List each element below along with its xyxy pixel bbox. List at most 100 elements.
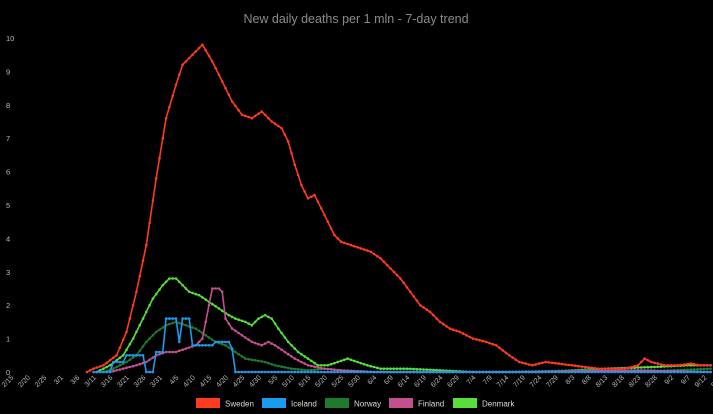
- data-point: [663, 370, 666, 374]
- data-point: [607, 367, 610, 371]
- data-point: [356, 246, 359, 249]
- data-point: [293, 367, 297, 371]
- data-point: [220, 80, 224, 83]
- data-point: [263, 313, 267, 317]
- data-point: [395, 370, 399, 374]
- legend-item-denmark[interactable]: Denmark: [453, 398, 515, 409]
- data-point: [161, 283, 165, 287]
- data-point: [161, 350, 165, 354]
- x-tick-label: 7/4: [466, 374, 478, 386]
- data-point: [135, 364, 138, 367]
- data-point: [277, 364, 280, 368]
- data-point: [323, 364, 326, 367]
- data-point: [620, 367, 623, 371]
- data-point: [138, 275, 141, 278]
- data-point: [488, 341, 491, 345]
- chart-title: New daily deaths per 1 mln - 7-day trend: [243, 12, 468, 26]
- data-point: [372, 365, 376, 369]
- data-point: [187, 317, 191, 320]
- data-point: [204, 334, 207, 337]
- data-point: [402, 367, 406, 371]
- data-point: [164, 280, 168, 284]
- data-point: [267, 361, 270, 365]
- data-point: [204, 298, 207, 301]
- data-point: [600, 370, 603, 374]
- legend-label: Denmark: [482, 400, 515, 409]
- data-point: [336, 237, 340, 240]
- data-point: [699, 370, 702, 374]
- data-point: [128, 342, 132, 346]
- data-point: [161, 326, 165, 329]
- data-point: [432, 313, 435, 317]
- data-point: [95, 370, 99, 374]
- data-point: [151, 370, 155, 374]
- data-point: [194, 344, 198, 347]
- data-point: [148, 358, 151, 362]
- data-point: [702, 367, 706, 371]
- data-point: [247, 338, 250, 342]
- data-point: [102, 367, 105, 371]
- data-point: [346, 370, 349, 374]
- data-point: [445, 370, 448, 374]
- data-point: [676, 370, 679, 374]
- data-point: [468, 370, 472, 374]
- data-point: [181, 283, 184, 287]
- x-tick-label: 8/8: [581, 374, 593, 386]
- data-point: [616, 367, 620, 371]
- data-point: [352, 359, 356, 363]
- data-point: [257, 112, 260, 115]
- data-point: [541, 370, 544, 374]
- legend-item-finland[interactable]: Finland: [389, 398, 444, 409]
- data-point: [240, 113, 244, 117]
- data-point: [422, 306, 425, 309]
- data-point: [300, 360, 303, 364]
- data-point: [135, 354, 138, 357]
- data-point: [303, 190, 307, 193]
- data-point: [217, 307, 221, 310]
- data-point: [574, 364, 577, 368]
- data-point: [649, 365, 653, 369]
- data-point: [273, 322, 277, 325]
- data-point: [253, 114, 257, 118]
- data-point: [527, 363, 531, 366]
- data-point: [425, 368, 429, 372]
- data-point: [359, 247, 363, 250]
- data-point: [267, 340, 270, 344]
- data-point: [214, 305, 217, 308]
- data-point: [207, 336, 211, 339]
- data-point: [422, 368, 425, 371]
- legend-item-sweden[interactable]: Sweden: [196, 398, 254, 409]
- data-point: [471, 370, 475, 374]
- data-point: [409, 367, 412, 371]
- data-point: [257, 317, 260, 320]
- data-point: [240, 370, 244, 374]
- data-point: [250, 340, 254, 344]
- data-point: [640, 360, 643, 364]
- data-point: [310, 368, 313, 372]
- data-point: [392, 270, 396, 274]
- data-point: [178, 280, 181, 284]
- data-point: [181, 348, 184, 352]
- data-point: [145, 310, 148, 314]
- data-point: [531, 370, 534, 374]
- data-point: [267, 315, 270, 319]
- data-point: [669, 364, 673, 367]
- series-sweden: [85, 43, 712, 374]
- data-point: [352, 244, 356, 248]
- data-point: [270, 120, 274, 123]
- data-point: [290, 367, 293, 371]
- data-point: [145, 370, 148, 374]
- data-point: [587, 370, 590, 374]
- legend-item-norway[interactable]: Norway: [325, 398, 381, 409]
- data-point: [640, 370, 643, 374]
- legend-item-iceland[interactable]: Iceland: [262, 398, 317, 409]
- data-point: [491, 370, 495, 374]
- data-point: [148, 370, 151, 374]
- legend[interactable]: Sweden Iceland Norway Finland Denmark: [196, 398, 515, 409]
- data-point: [253, 341, 257, 345]
- data-point: [481, 339, 485, 343]
- data-point: [607, 370, 610, 374]
- data-point: [286, 140, 290, 143]
- data-point: [214, 66, 217, 70]
- data-point: [102, 364, 105, 367]
